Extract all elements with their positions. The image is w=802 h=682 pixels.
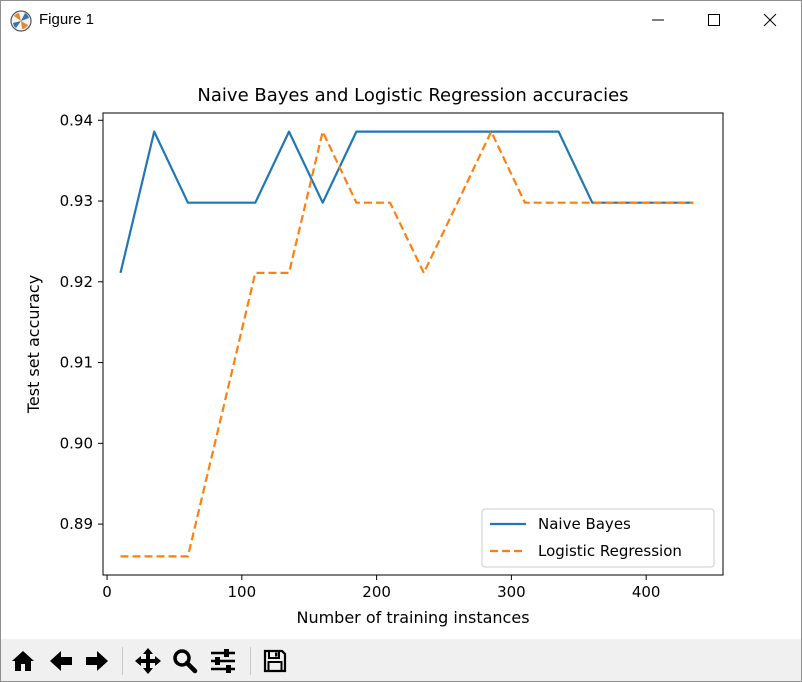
home-button[interactable] xyxy=(7,645,39,677)
x-tick-label: 200 xyxy=(362,583,391,601)
chart-title: Naive Bayes and Logistic Regression accu… xyxy=(197,85,628,106)
y-tick-label: 0.94 xyxy=(60,111,93,129)
x-axis-label: Number of training instances xyxy=(296,608,529,627)
close-button[interactable] xyxy=(743,1,799,39)
x-tick-label: 400 xyxy=(632,583,661,601)
zoom-icon xyxy=(173,649,198,674)
plot-frame xyxy=(102,112,724,576)
y-tick-label: 0.92 xyxy=(60,273,93,291)
matplotlib-logo-icon xyxy=(10,10,32,32)
y-tick-label: 0.91 xyxy=(60,354,93,372)
navigation-toolbar xyxy=(1,639,801,681)
legend-box xyxy=(481,508,715,568)
toolbar-separator xyxy=(122,647,123,675)
pan-button[interactable] xyxy=(132,645,164,677)
back-arrow-icon xyxy=(50,651,72,671)
y-tick-label: 0.93 xyxy=(60,192,93,210)
legend-label: Naive Bayes xyxy=(538,515,631,533)
save-icon xyxy=(263,649,287,673)
save-button[interactable] xyxy=(259,645,291,677)
minimize-button[interactable] xyxy=(631,1,687,39)
series-line-logistic-regression xyxy=(120,130,694,558)
pan-icon xyxy=(135,648,161,674)
title-bar[interactable]: Figure 1 xyxy=(1,1,801,39)
y-axis-label: Test set accuracy xyxy=(24,275,43,414)
maximize-button[interactable] xyxy=(687,1,743,39)
toolbar-separator xyxy=(250,647,251,675)
line-chart: Naive Bayes and Logistic Regression accu… xyxy=(24,85,724,627)
y-tick-label: 0.89 xyxy=(60,515,93,533)
back-button[interactable] xyxy=(45,645,77,677)
y-tick-label: 0.90 xyxy=(60,434,93,452)
x-tick-label: 100 xyxy=(228,583,257,601)
window-title: Figure 1 xyxy=(39,11,95,28)
maximize-icon xyxy=(708,14,720,26)
home-icon xyxy=(12,651,34,671)
forward-arrow-icon xyxy=(86,651,108,671)
x-tick-label: 300 xyxy=(497,583,526,601)
minimize-icon xyxy=(652,19,664,21)
figure-canvas[interactable]: Naive Bayes and Logistic Regression accu… xyxy=(1,39,801,639)
zoom-button[interactable] xyxy=(169,645,201,677)
legend-label: Logistic Regression xyxy=(538,542,682,560)
configure-subplots-icon xyxy=(211,649,235,673)
x-tick-label: 0 xyxy=(102,583,112,601)
configure-subplots-button[interactable] xyxy=(207,645,239,677)
forward-button[interactable] xyxy=(81,645,113,677)
close-icon xyxy=(763,13,777,27)
